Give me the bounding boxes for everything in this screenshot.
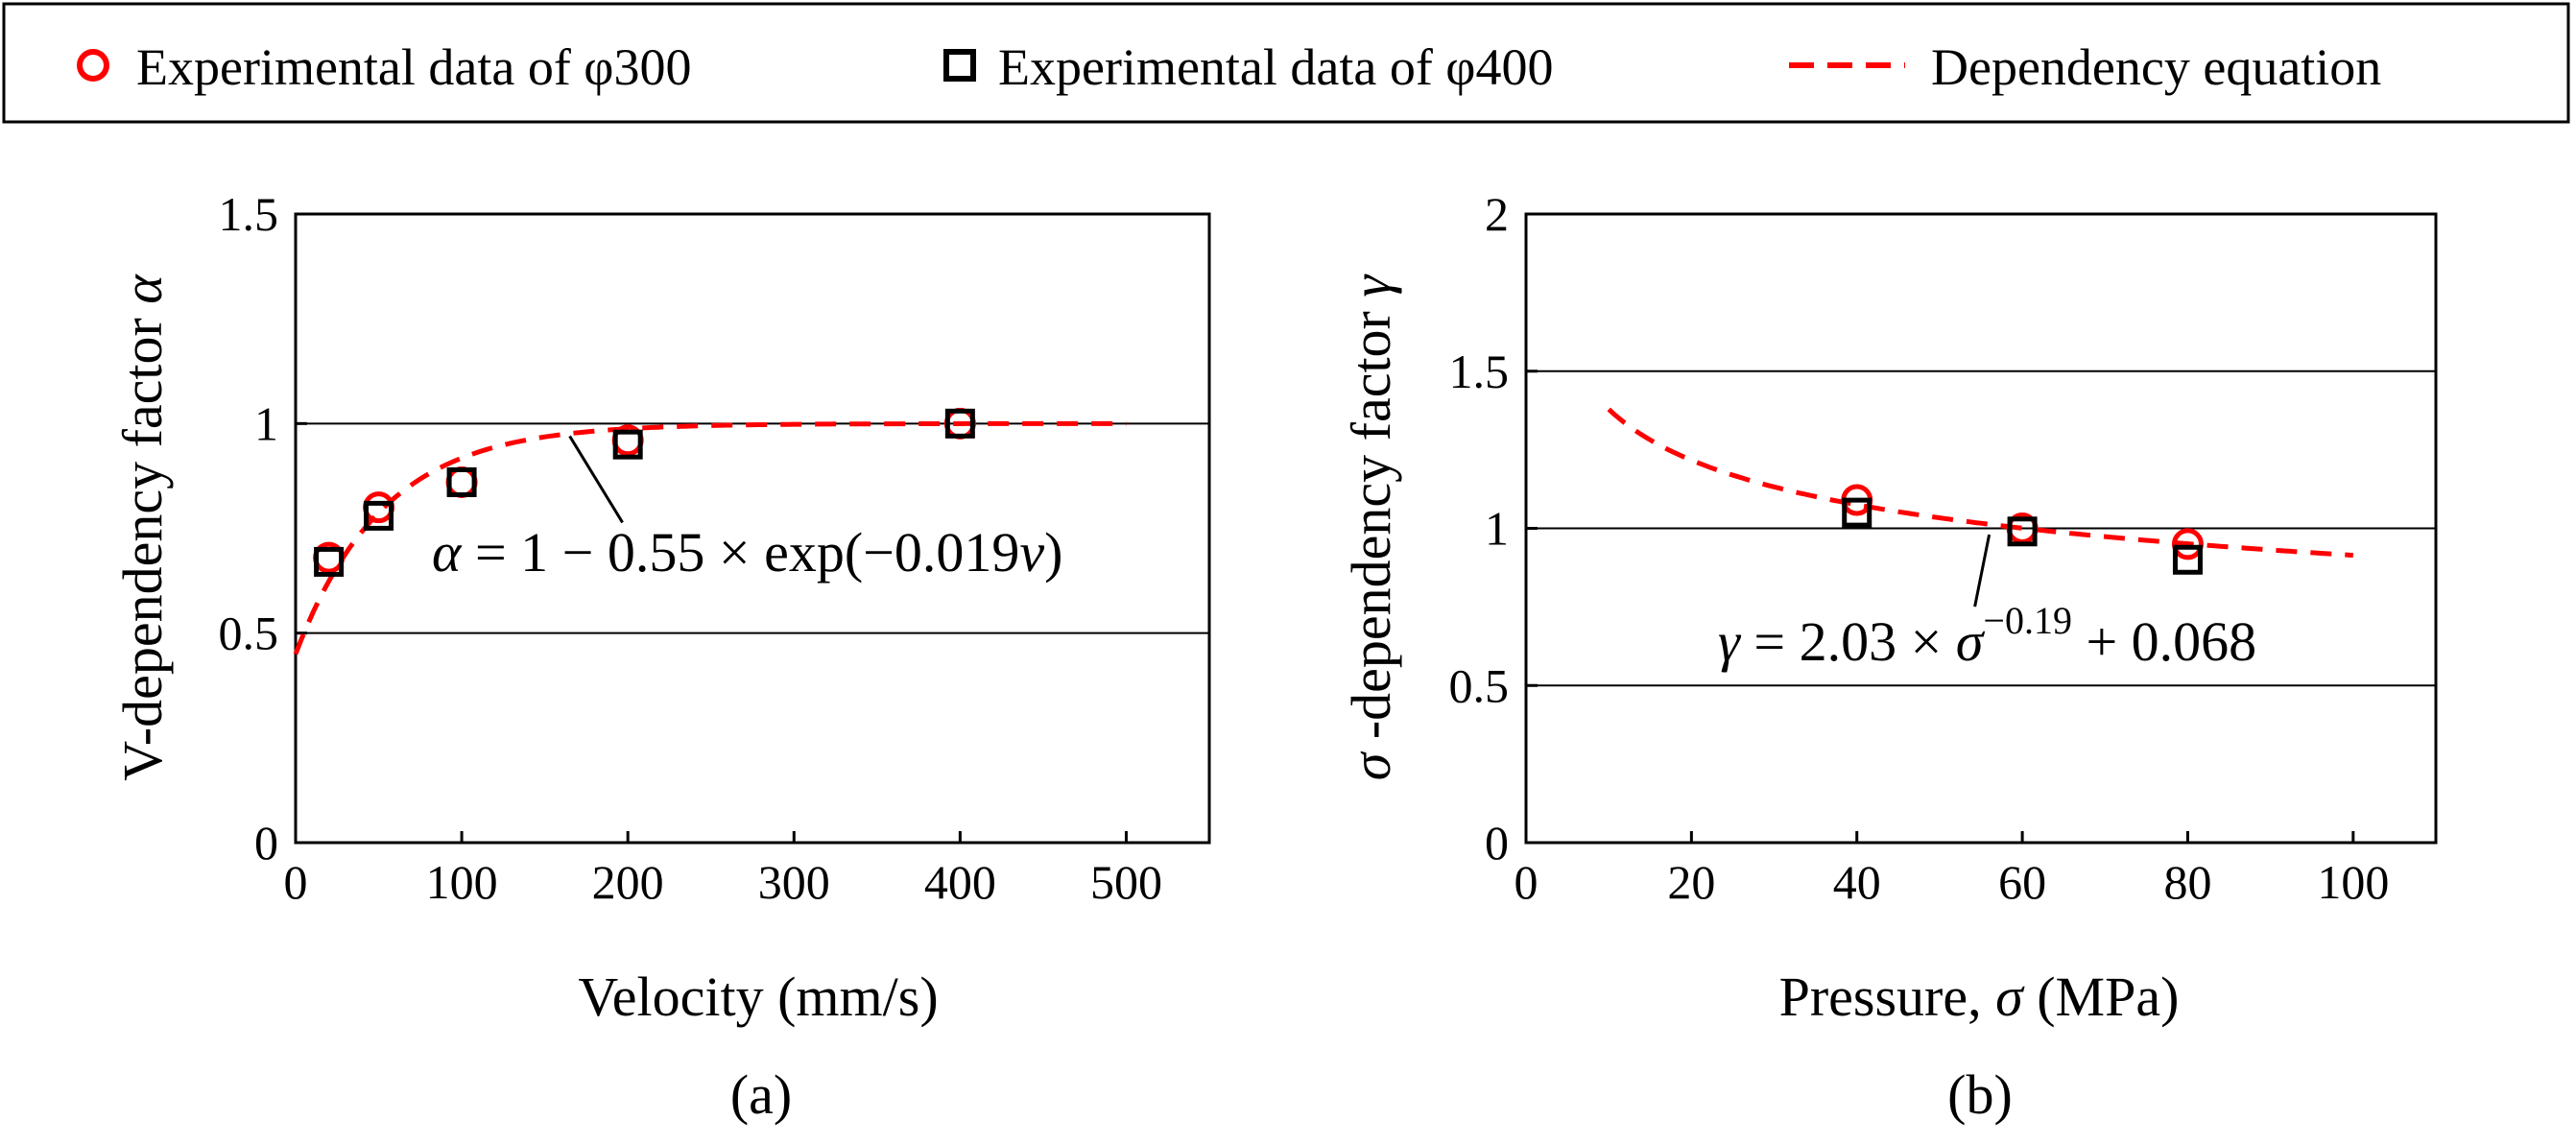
y-tick-label: 0 <box>1485 816 1509 870</box>
dependency-curve <box>293 420 1127 655</box>
y-tick-label: 2 <box>1485 187 1509 241</box>
equation-var: v <box>1019 521 1044 584</box>
data-point-square <box>1842 497 1872 528</box>
equation-label: α = 1 − 0.55 × exp(−0.019v) <box>432 521 1062 584</box>
data-point-square <box>364 500 394 531</box>
gridlines <box>1526 369 2436 687</box>
data-point-circle <box>2171 528 2204 560</box>
x-axis-label: Velocity (mm/s) <box>578 965 938 1028</box>
legend-label-phi400: Experimental data of φ400 <box>998 38 1553 96</box>
y-tick-label: 0.5 <box>1449 658 1510 712</box>
data-point-square <box>314 546 345 577</box>
equation-body: = 2.03 × <box>1740 610 1956 673</box>
data-point-square <box>2007 516 2038 547</box>
x-tick-label: 0 <box>284 855 308 909</box>
x-ticks: 0 100 200 300 400 500 <box>284 831 1162 909</box>
equation-lhs: α <box>432 521 463 584</box>
equation-exponent: −0.19 <box>1983 599 2072 642</box>
data-point-circle <box>445 465 478 498</box>
y-tick-label: 0.5 <box>219 607 279 660</box>
x-tick-label: 100 <box>426 855 498 909</box>
data-point-square <box>944 408 975 439</box>
x-tick-label: 20 <box>1667 855 1715 909</box>
legend-marker-square <box>943 49 976 82</box>
x-tick-label: 0 <box>1515 855 1538 909</box>
x-axis-label-symbol: σ <box>1995 965 2025 1028</box>
legend-marker-circle <box>77 49 109 82</box>
y-tick-label: 1.5 <box>1449 345 1510 398</box>
data-point-square <box>2172 544 2203 575</box>
panel-label-a: (a) <box>730 1063 792 1126</box>
y-ticks: 0 0.5 1 1.5 2 <box>1449 187 1538 870</box>
data-point-square <box>612 429 643 460</box>
equation-tail: ) <box>1044 521 1062 584</box>
x-tick-label: 100 <box>2317 855 2389 909</box>
y-axis-label-symbol: α <box>111 274 174 304</box>
panel-a: 0 100 200 300 400 500 0 0.5 1 1.5 α = 1 − 0.55 ×… <box>111 187 1211 1126</box>
x-tick-label: 200 <box>592 855 664 909</box>
data-point-square <box>446 466 477 497</box>
equation-label: γ = 2.03 × σ−0.19 + 0.068 <box>1718 599 2256 673</box>
legend-label-phi300: Experimental data of φ300 <box>136 38 691 96</box>
equation-lhs: γ <box>1718 610 1742 673</box>
equation-tail: + 0.068 <box>2072 610 2256 673</box>
y-tick-label: 0 <box>254 816 278 870</box>
y-axis-label-symbol: σ <box>1340 751 1402 780</box>
y-axis-label: σ -dependency factor γ <box>1340 274 1402 781</box>
legend-box <box>2 2 2570 124</box>
y-tick-label: 1 <box>1485 502 1509 556</box>
panel-b: 0 20 40 60 80 100 00.511.52 γ = 2.03 × σ−0.19… <box>1340 187 2438 1126</box>
y-tick-label: 1 <box>254 396 278 450</box>
plot-frame <box>294 212 1211 845</box>
dependency-curve <box>1607 407 2353 559</box>
x-axis-label: Pressure, σ (MPa) <box>1779 965 2180 1028</box>
x-axis-label-tail: (MPa) <box>2023 965 2180 1028</box>
y-axis-label-symbol2: γ <box>1340 274 1402 298</box>
legend-label-dependency: Dependency equation <box>1931 38 2381 96</box>
panel-label-b: (b) <box>1947 1063 2013 1126</box>
y-ticks: 0 0.5 1 1.5 <box>219 187 307 870</box>
equation-var: σ <box>1956 610 1986 673</box>
y-axis-label-main: -dependency factor <box>1340 298 1402 753</box>
x-tick-label: 40 <box>1833 855 1881 909</box>
y-tick-label: 1.5 <box>219 187 279 241</box>
legend: Experimental data of φ300 Experimental d… <box>2 2 2570 124</box>
data-markers <box>313 407 976 577</box>
x-tick-label: 300 <box>758 855 830 909</box>
annotation-pointer <box>568 435 624 524</box>
data-markers <box>1841 484 2204 575</box>
annotation-pointer <box>1973 534 1992 608</box>
equation-body: = 1 − 0.55 × exp(−0.019 <box>461 521 1019 584</box>
y-axis-label: V-dependency factor α <box>111 274 174 781</box>
x-ticks: 0 20 40 60 80 100 <box>1515 831 2389 909</box>
x-tick-label: 60 <box>1998 855 2046 909</box>
x-axis-label-main: Pressure, <box>1779 965 1996 1028</box>
data-point-circle <box>363 491 395 524</box>
x-tick-label: 80 <box>2163 855 2211 909</box>
x-tick-label: 400 <box>924 855 996 909</box>
y-axis-label-main: V-dependency factor <box>111 304 174 781</box>
x-tick-label: 500 <box>1090 855 1162 909</box>
